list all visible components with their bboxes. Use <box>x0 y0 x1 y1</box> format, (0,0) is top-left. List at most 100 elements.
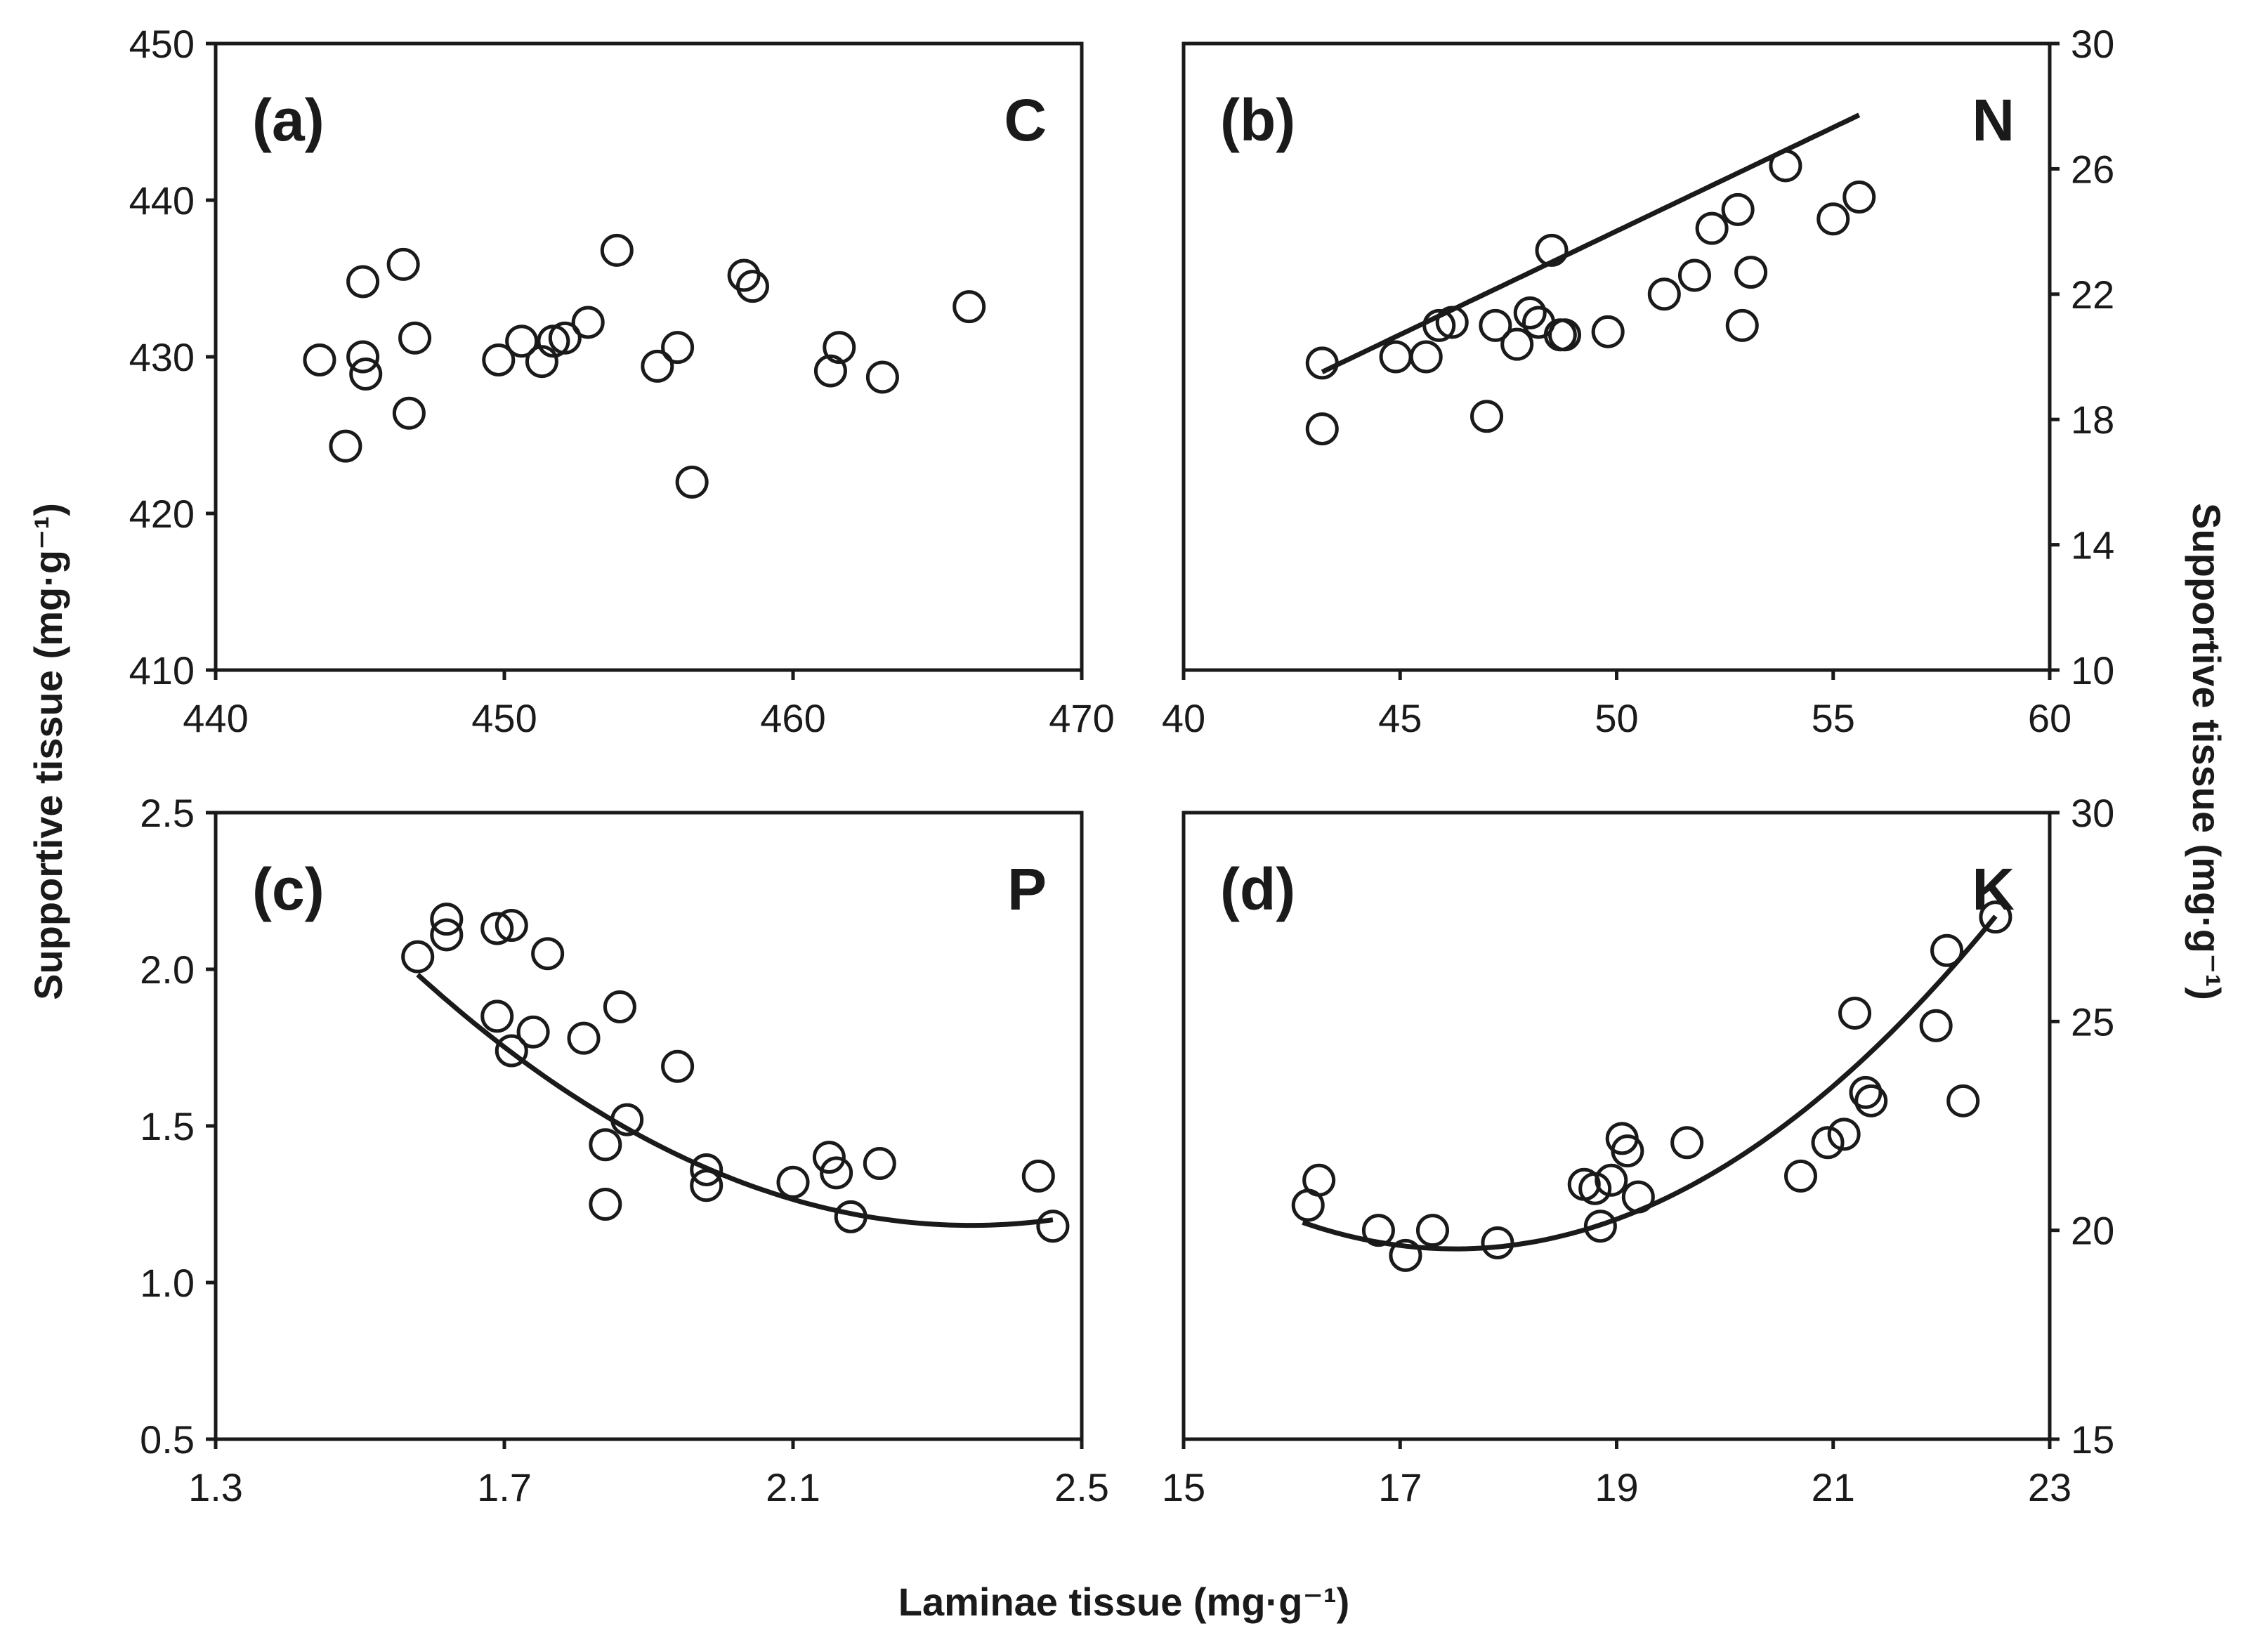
y-tick-label: 0.5 <box>140 1417 195 1462</box>
data-point <box>505 324 539 358</box>
plot-frame <box>214 41 1084 672</box>
data-point <box>1302 1163 1336 1197</box>
data-point <box>641 349 674 383</box>
data-point <box>329 429 362 463</box>
y-tick-label: 2.0 <box>140 948 195 992</box>
x-tick-label: 440 <box>183 696 248 740</box>
x-tick-label: 50 <box>1595 696 1638 740</box>
data-point <box>735 270 769 303</box>
y-tick-label: 410 <box>129 648 195 693</box>
data-point <box>303 343 336 376</box>
data-point <box>603 990 636 1024</box>
data-point <box>1621 1180 1655 1214</box>
data-point <box>600 233 634 267</box>
element-label: N <box>1972 87 2015 153</box>
data-point <box>1811 1126 1845 1160</box>
data-point <box>495 909 528 943</box>
y-tick-label: 26 <box>2071 147 2114 191</box>
y-tick-label: 440 <box>129 178 195 223</box>
data-point <box>1409 340 1443 374</box>
data-point <box>1578 1172 1612 1205</box>
data-point <box>1816 202 1850 236</box>
data-point <box>1611 1134 1644 1168</box>
data-point <box>1979 900 2012 934</box>
data-point <box>1769 149 1802 183</box>
data-point <box>1479 308 1512 342</box>
data-point <box>430 903 464 936</box>
data-point <box>531 937 565 971</box>
data-point <box>1535 233 1569 267</box>
element-label: C <box>1004 87 1047 153</box>
x-tick-label: 15 <box>1162 1465 1205 1509</box>
x-tick-label: 19 <box>1595 1465 1638 1509</box>
data-point <box>1361 1214 1395 1247</box>
data-point <box>1854 1084 1888 1117</box>
fit-line <box>1302 914 1998 1252</box>
plot-frame <box>1181 41 2052 672</box>
y-tick-label: 1.0 <box>140 1261 195 1305</box>
data-point <box>1435 306 1469 339</box>
panel-label: (b) <box>1220 87 1295 153</box>
data-point <box>1470 400 1504 433</box>
data-point <box>392 396 426 430</box>
data-point <box>1389 1238 1422 1272</box>
x-tick-label: 2.1 <box>766 1465 820 1509</box>
data-point <box>349 358 383 391</box>
data-point <box>1725 308 1759 342</box>
panel-label: (d) <box>1220 856 1295 922</box>
x-tick-label: 45 <box>1378 696 1422 740</box>
y-tick-label: 30 <box>2071 22 2114 66</box>
panel-a: 440 450 460 470 410 420 430 440 450 (a) C <box>129 22 1115 740</box>
data-point <box>1481 1226 1514 1260</box>
x-tick-label: 17 <box>1378 1465 1422 1509</box>
data-point <box>661 1049 695 1083</box>
data-point <box>834 1200 868 1233</box>
data-point <box>1842 181 1876 214</box>
panel-label: (c) <box>252 856 325 922</box>
data-point <box>567 1021 601 1055</box>
y-tick-label: 10 <box>2071 648 2114 693</box>
data-point <box>865 360 899 394</box>
y-tick-label: 450 <box>129 22 195 66</box>
x-tick-label: 21 <box>1812 1465 1855 1509</box>
panel-label: (a) <box>252 87 325 153</box>
data-point <box>1379 340 1413 374</box>
data-point <box>1595 1163 1628 1197</box>
data-point <box>1721 192 1755 226</box>
data-point <box>1734 256 1768 289</box>
data-point <box>1849 1075 1883 1109</box>
data-point <box>610 1103 644 1136</box>
data-point <box>1591 315 1625 348</box>
y-tick-label: 22 <box>2071 273 2114 317</box>
data-point <box>823 331 856 365</box>
y-tick-label: 18 <box>2071 398 2114 442</box>
panels: 440 450 460 470 410 420 430 440 450 (a) C 40 45 50 55 6… <box>129 22 2115 1509</box>
bottom-axis-title: Laminae tissue (mg·g⁻¹) <box>898 1580 1350 1624</box>
data-point <box>589 1188 622 1221</box>
x-tick-label: 40 <box>1162 696 1205 740</box>
data-point <box>480 912 514 945</box>
data-point <box>480 999 514 1033</box>
data-point <box>401 940 435 973</box>
x-tick-label: 460 <box>760 696 825 740</box>
y-tick-label: 30 <box>2071 791 2114 835</box>
x-tick-label: 450 <box>471 696 537 740</box>
data-point <box>1305 412 1339 446</box>
panel-c: 1.3 1.7 2.1 2.5 0.5 1.0 1.5 2.0 2.5 (c) P <box>140 791 1109 1509</box>
data-point <box>1021 1159 1055 1193</box>
data-point <box>386 247 420 281</box>
data-point <box>1784 1159 1818 1193</box>
x-tick-label: 470 <box>1049 696 1114 740</box>
data-point <box>346 340 380 374</box>
data-point <box>525 345 558 379</box>
data-point <box>495 1034 528 1068</box>
data-point <box>548 321 582 355</box>
data-point <box>1647 277 1681 311</box>
data-point <box>952 290 986 324</box>
data-point <box>398 321 432 355</box>
y-tick-label: 20 <box>2071 1209 2114 1253</box>
y-tick-label: 2.5 <box>140 791 195 835</box>
data-point <box>776 1165 810 1199</box>
data-point <box>690 1169 724 1202</box>
fit-line <box>1321 112 1861 374</box>
